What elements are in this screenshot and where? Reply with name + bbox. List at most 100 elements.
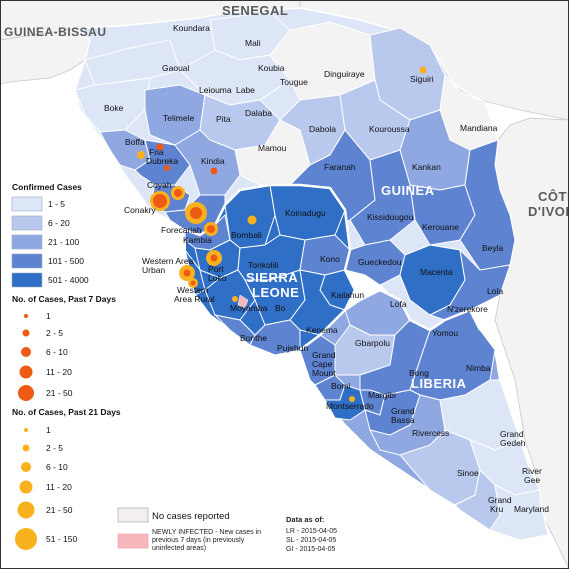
data-as-of-sl: SL - 2015-04-05 [286, 537, 336, 544]
circles-7-day [153, 143, 218, 286]
region-label: Bombali [231, 230, 262, 240]
region-label: Tonkolili [248, 260, 278, 270]
region-label: Fria [149, 147, 164, 157]
region-label: Margibi [368, 390, 396, 400]
region-beyla [459, 139, 516, 271]
region-label: Dinguiraye [324, 69, 365, 79]
legend-past7-circle [24, 314, 28, 318]
region-label: Faranah [324, 162, 356, 172]
legend-confirmed-cases: Confirmed Cases 1 - 5 6 - 20 21 - 100 10… [11, 182, 89, 288]
country-guinea-bissau-area [0, 27, 91, 85]
region-label: Mamou [258, 143, 287, 153]
region-label: Siguiri [410, 74, 434, 84]
legend-past7-label: 1 [46, 311, 51, 321]
legend-confirmed-label: 101 - 500 [48, 256, 84, 266]
no-cases-label: No cases reported [152, 511, 230, 522]
region-label: Gaoual [162, 63, 190, 73]
legend-past21-label: 1 [46, 425, 51, 435]
region-label: Sinoe [457, 468, 479, 478]
country-label-cote-2: D'IVOI [528, 204, 569, 219]
legend-past21-circle [15, 528, 37, 550]
data-as-of-lr: LR - 2015-04-05 [286, 528, 337, 535]
country-label-cote-1: CÔTE [538, 189, 569, 204]
region-label: Cape [312, 359, 333, 369]
country-label-sierra: SIERRA [246, 270, 298, 285]
data-as-of-gi: GI - 2015-04-05 [286, 546, 336, 553]
region-label: Boffa [125, 137, 145, 147]
region-label: Nimba [466, 363, 491, 373]
region-maryland [489, 484, 549, 541]
region-label: Port [208, 264, 224, 274]
region-label: Macenta [420, 267, 453, 277]
region-label: Bomi [331, 381, 350, 391]
circle-7-port-loko [210, 254, 218, 262]
legend-swatch-4 [11, 253, 43, 269]
legend-past7-title: No. of Cases, Past 7 Days [12, 294, 116, 304]
region-label: Koinadugu [285, 208, 326, 218]
legend-past7-circle [22, 329, 30, 337]
legend-past21-circle [17, 501, 35, 519]
legend-swatch-2 [11, 215, 43, 231]
region-label: Kono [320, 254, 340, 264]
region-label: Grand [500, 429, 524, 439]
region-label: Bonthe [240, 333, 267, 343]
country-label-leone: LEONE [252, 285, 299, 300]
legend-past7-circle [21, 347, 31, 357]
legend-past21-label: 11 - 20 [46, 482, 72, 492]
region-label: Maryland [514, 504, 549, 514]
region-label: Kissidougou [367, 212, 414, 222]
circle-7-western-rural [190, 280, 196, 286]
legend-past21-label: 6 - 10 [46, 462, 68, 472]
region-label: Dalaba [245, 108, 272, 118]
legend-past21-circle [24, 428, 28, 432]
region-label: Gueckedou [358, 257, 402, 267]
legend-past21-circle [19, 480, 33, 494]
legend-past7-label: 6 - 10 [46, 347, 68, 357]
circle-7-forecariah [190, 207, 202, 219]
region-label: Bo [275, 303, 286, 313]
region-label: Kailahun [331, 290, 364, 300]
country-label-liberia: LIBERIA [411, 376, 467, 391]
legend-confirmed-label: 6 - 20 [48, 218, 70, 228]
region-label: Pujehun [277, 343, 308, 353]
region-label: Labe [236, 85, 255, 95]
legend-notes: No cases reported NEWLY INFECTED - New c… [117, 507, 337, 553]
region-label: Coyah [147, 180, 172, 190]
region-label: Kankan [412, 162, 441, 172]
region-label: Telimele [163, 113, 194, 123]
legend-confirmed-label: 21 - 100 [48, 237, 79, 247]
circle-7-conakry [153, 194, 167, 208]
circle-21-boffa [137, 151, 145, 159]
region-label: Dabola [309, 124, 336, 134]
region-label: Koubia [258, 63, 285, 73]
region-label: Lofa [390, 299, 407, 309]
region-label: Lola [487, 286, 503, 296]
legend-swatch-3 [11, 234, 43, 250]
region-label: Leiouma [199, 85, 232, 95]
region-label: Kerouane [422, 222, 459, 232]
region-label: Boke [104, 103, 124, 113]
region-label: Pita [216, 114, 231, 124]
region-label: Yomou [432, 328, 458, 338]
region-pujehun [249, 319, 301, 356]
circle-21-montserrado [349, 396, 355, 402]
region-kindia [174, 129, 241, 196]
region-label: Conakry [124, 205, 156, 215]
legend-past7-label: 21 - 50 [46, 388, 73, 398]
country-label-senegal: SENEGAL [222, 3, 288, 18]
newly-infected-swatch [117, 533, 149, 549]
region-label: Forecariah [161, 225, 202, 235]
legend-past21-circle [22, 444, 30, 452]
legend-confirmed-label: 501 - 4000 [48, 275, 89, 285]
region-label: Grand [488, 495, 512, 505]
region-labels: Koundara Mali Gaoual Koubia Tougue Dingu… [104, 23, 549, 514]
legend-past7-circle [19, 365, 33, 379]
legend-confirmed-title: Confirmed Cases [12, 182, 82, 192]
region-label: Grand [391, 406, 415, 416]
region-label: Moyamba [230, 303, 268, 313]
circle-7-kambia [207, 225, 215, 233]
border-sierra-leone [184, 183, 357, 351]
newly-infected-line-3: uninfected areas) [152, 545, 206, 552]
newly-infected-line-2: previous 7 days (in previously [152, 537, 245, 544]
newly-infected-area [237, 294, 249, 309]
